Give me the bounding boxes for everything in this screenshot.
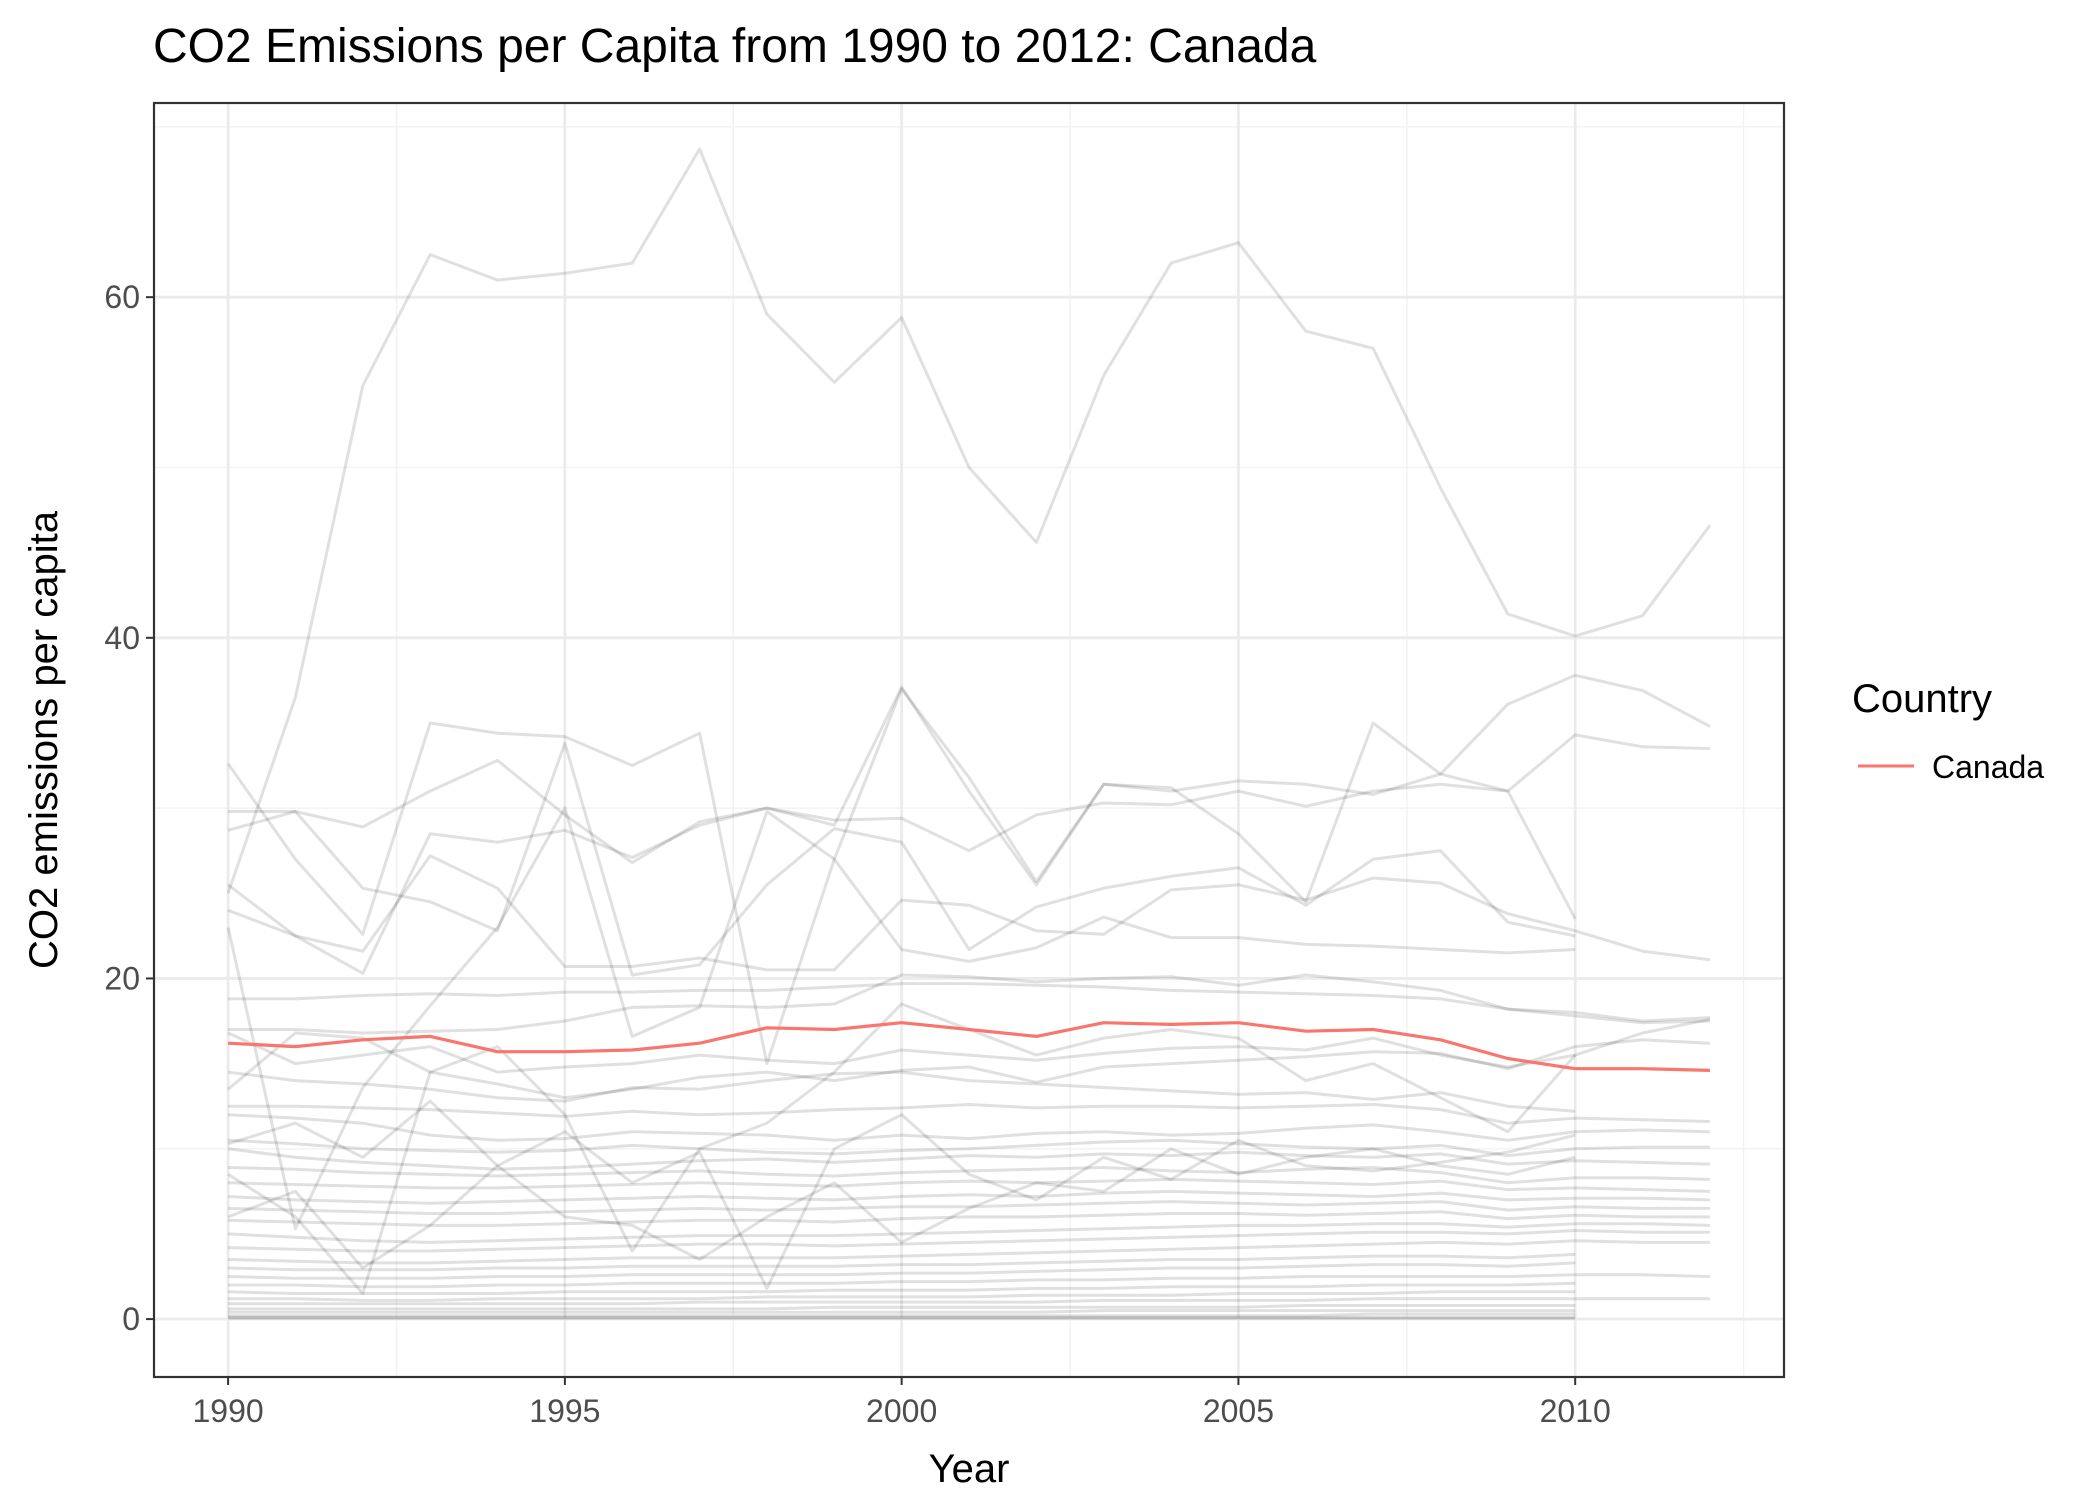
background-series-line (228, 1177, 1710, 1193)
background-series-line (226, 147, 1712, 894)
background-series-line (228, 1113, 1710, 1142)
plot-panel-border (152, 101, 1786, 1379)
background-series-line (226, 806, 1576, 1231)
y-axis-title: CO2 emissions per capita (22, 510, 66, 969)
background-series-line (227, 854, 1711, 972)
y-tick-label: 20 (104, 960, 140, 996)
background-series-line (228, 1189, 1710, 1205)
y-tick-label: 40 (104, 620, 140, 656)
background-series-line (228, 1261, 1576, 1280)
minor-gridlines (154, 103, 1784, 1377)
x-tick-label: 2010 (1540, 1393, 1611, 1429)
background-series-line (228, 1200, 1710, 1215)
background-series-line (228, 1312, 1576, 1318)
x-tick-label: 1990 (192, 1393, 263, 1429)
chart-title: CO2 Emissions per Capita from 1990 to 20… (153, 20, 1317, 73)
background-series-line (228, 733, 1710, 865)
background-series-line (228, 1290, 1576, 1302)
background-series-line (228, 1281, 1576, 1295)
major-gridlines (154, 103, 1784, 1377)
background-series-line (227, 1147, 1710, 1171)
x-axis: 1990 1995 2000 2005 2010 (192, 1377, 1611, 1429)
background-series-line (228, 1297, 1710, 1306)
background-series-line (228, 1166, 1710, 1185)
y-tick-label: 60 (104, 279, 140, 315)
background-series-line (227, 741, 1576, 977)
x-tick-label: 2005 (1203, 1393, 1274, 1429)
background-series-line (228, 1304, 1576, 1311)
background-series-line (228, 1273, 1710, 1289)
background-series-line (227, 1147, 1576, 1270)
background-series-line (228, 1239, 1710, 1265)
background-series-line (228, 1252, 1576, 1272)
legend: Country Canada (1852, 677, 2044, 785)
highlight-country-line (228, 1021, 1710, 1072)
x-tick-label: 2000 (866, 1393, 937, 1429)
x-axis-title: Year (929, 1447, 1010, 1491)
canada-series-line (228, 1021, 1710, 1072)
background-series-line (227, 1031, 1710, 1100)
legend-title: Country (1852, 677, 1992, 721)
background-country-lines (226, 147, 1712, 1320)
background-series-line (227, 1099, 1576, 1290)
legend-label: Canada (1932, 749, 2044, 785)
background-series-line (227, 1070, 1576, 1113)
background-series-line (228, 1309, 1576, 1314)
background-series-line (228, 1229, 1710, 1253)
background-series-line (227, 1002, 1577, 1295)
y-axis: 0 20 40 60 (104, 279, 154, 1337)
background-series-line (228, 973, 1710, 1035)
background-series-line (228, 1222, 1710, 1244)
x-tick-label: 1995 (529, 1393, 600, 1429)
y-tick-label: 0 (122, 1301, 140, 1337)
background-series-line (227, 673, 1711, 975)
background-series-line (226, 687, 1577, 1066)
background-series-line (227, 1017, 1711, 1074)
background-series-line (228, 1138, 1710, 1158)
background-series-line (228, 1103, 1710, 1125)
background-series-line (228, 982, 1710, 1023)
background-series-line (228, 1210, 1710, 1227)
